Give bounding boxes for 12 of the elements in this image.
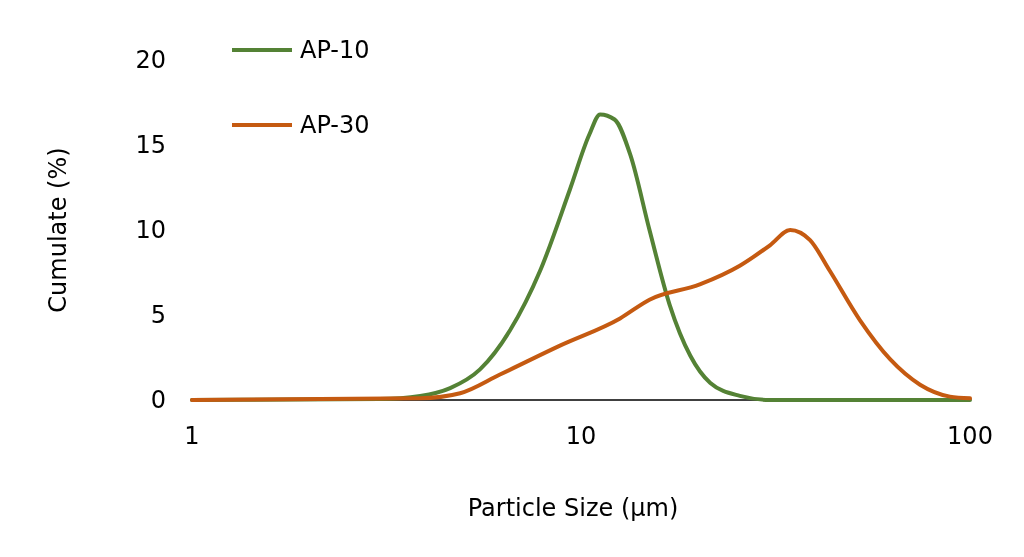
x-tick-label: 1 [184, 422, 200, 450]
legend-label: AP-30 [300, 111, 370, 139]
x-tick-label: 100 [947, 422, 993, 450]
y-axis-title: Cumulate (%) [44, 147, 72, 313]
y-tick-label: 5 [150, 301, 166, 329]
y-tick-label: 15 [135, 131, 166, 159]
y-tick-label: 10 [135, 216, 166, 244]
y-tick-label: 0 [150, 386, 166, 414]
x-tick-label: 10 [565, 422, 597, 450]
y-tick-label: 20 [135, 46, 166, 74]
legend-label: AP-10 [300, 36, 370, 64]
x-axis-title: Particle Size (µm) [467, 494, 679, 522]
